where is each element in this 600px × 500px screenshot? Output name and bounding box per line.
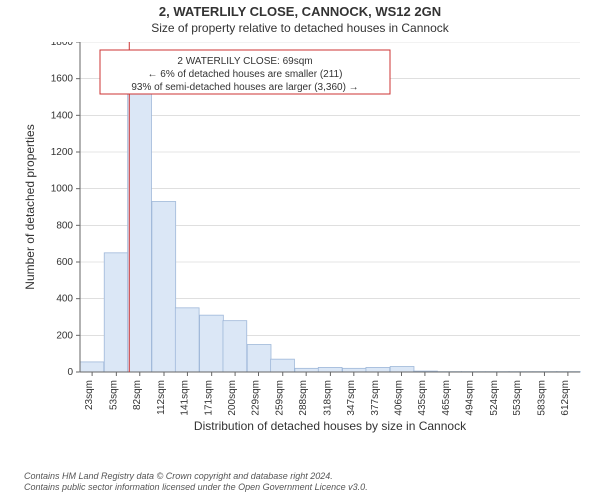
svg-text:1000: 1000 [51,184,74,195]
svg-text:229sqm: 229sqm [251,380,262,416]
svg-text:1600: 1600 [51,74,74,85]
svg-text:1400: 1400 [51,110,74,121]
header: 2, WATERLILY CLOSE, CANNOCK, WS12 2GN Si… [0,4,600,35]
svg-text:288sqm: 288sqm [298,380,309,416]
svg-text:112sqm: 112sqm [156,380,167,415]
chart-container: 0 200 400 600 800 1000 1200 1400 1600 1800 23sqm 53… [20,42,590,442]
svg-text:53sqm: 53sqm [108,380,119,410]
histogram-bar [271,359,295,372]
histogram-bar [295,368,319,372]
y-axis-label: Number of detached properties [23,124,37,289]
svg-text:1200: 1200 [51,147,74,158]
svg-text:318sqm: 318sqm [322,380,333,416]
annotation-line: 93% of semi-detached houses are larger (… [131,82,358,93]
histogram-bar [128,71,152,372]
svg-text:1800: 1800 [51,42,74,48]
svg-text:583sqm: 583sqm [536,380,547,416]
svg-text:435sqm: 435sqm [417,380,428,416]
histogram-bar [104,253,128,372]
svg-text:259sqm: 259sqm [275,380,286,416]
histogram-bar [80,362,104,372]
footer-attribution: Contains HM Land Registry data © Crown c… [24,471,368,494]
svg-text:465sqm: 465sqm [441,380,452,416]
svg-text:23sqm: 23sqm [84,380,95,410]
svg-text:406sqm: 406sqm [393,380,404,416]
svg-text:600: 600 [56,257,73,268]
histogram-chart: 0 200 400 600 800 1000 1200 1400 1600 1800 23sqm 53… [20,42,590,442]
footer-line-1: Contains HM Land Registry data © Crown c… [24,471,368,483]
svg-text:800: 800 [56,220,73,231]
histogram-bar [247,345,271,373]
svg-text:171sqm: 171sqm [204,380,215,416]
histogram-bar [223,321,247,372]
svg-text:141sqm: 141sqm [179,380,190,416]
histogram-bar [152,202,176,373]
svg-text:82sqm: 82sqm [132,380,143,410]
x-axis-label: Distribution of detached houses by size … [194,419,467,433]
svg-text:347sqm: 347sqm [346,380,357,416]
histogram-bar [200,315,224,372]
svg-text:494sqm: 494sqm [465,380,476,416]
annotation-line: ← 6% of detached houses are smaller (211… [148,69,343,80]
histogram-bar [390,367,414,373]
svg-text:200: 200 [56,330,73,341]
histogram-bar [318,367,342,372]
histogram-bar [366,367,390,372]
histogram-bar [175,308,199,372]
page-title: 2, WATERLILY CLOSE, CANNOCK, WS12 2GN [0,4,600,19]
svg-text:553sqm: 553sqm [512,380,523,416]
annotation-line: 2 WATERLILY CLOSE: 69sqm [177,56,312,67]
histogram-bar [343,368,367,372]
svg-text:377sqm: 377sqm [370,380,381,416]
footer-line-2: Contains public sector information licen… [24,482,368,494]
svg-text:400: 400 [56,294,73,305]
page-root: 2, WATERLILY CLOSE, CANNOCK, WS12 2GN Si… [0,0,600,500]
page-subtitle: Size of property relative to detached ho… [0,21,600,35]
svg-text:612sqm: 612sqm [560,380,571,416]
svg-text:524sqm: 524sqm [489,380,500,416]
svg-text:200sqm: 200sqm [227,380,238,416]
svg-text:0: 0 [67,367,73,378]
